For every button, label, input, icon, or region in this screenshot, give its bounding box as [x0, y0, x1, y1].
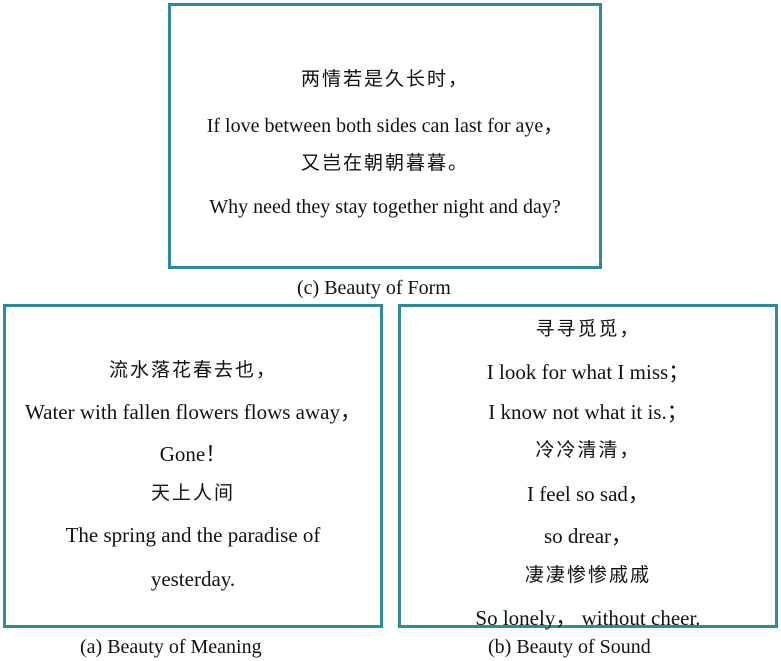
poem-line-english: Gone！ — [159, 442, 227, 466]
poem-line-english: Water with fallen flowers flows away， — [25, 400, 361, 424]
poem-line-chinese: 寻寻觅觅， — [535, 318, 641, 340]
poem-line-chinese: 流水落花春去也， — [108, 359, 277, 381]
poem-line-english: I feel so sad， — [527, 482, 649, 506]
caption-beauty-of-meaning: (a) Beauty of Meaning — [80, 636, 262, 658]
poem-line-english: so drear， — [543, 524, 633, 548]
poem-line-english: The spring and the paradise of — [65, 523, 321, 547]
caption-beauty-of-sound: (b) Beauty of Sound — [488, 636, 651, 658]
poem-line-english: I look for what I miss； — [486, 360, 690, 384]
poem-panel-sound: 寻寻觅觅， I look for what I miss； I know not… — [398, 304, 778, 630]
poem-line-english: So lonely， without cheer. — [475, 606, 701, 630]
poem-line-english: I know not what it is.； — [488, 400, 688, 424]
poem-panel-form: 两情若是久长时， If love between both sides can … — [168, 3, 602, 269]
poem-line-chinese: 凄凄惨惨戚戚 — [524, 564, 651, 586]
poem-line-english: If love between both sides can last for … — [206, 115, 564, 137]
poem-line-english: Why need they stay together night and da… — [209, 196, 561, 218]
poem-line-chinese: 天上人间 — [150, 482, 235, 504]
poem-panel-meaning: 流水落花春去也， Water with fallen flowers flows… — [3, 304, 383, 628]
poem-line-chinese: 冷冷清清， — [535, 439, 641, 461]
poem-line-english: yesterday. — [150, 567, 236, 591]
poem-line-chinese: 两情若是久长时， — [300, 68, 469, 90]
poem-line-chinese: 又岂在朝朝暮暮。 — [300, 152, 469, 174]
caption-beauty-of-form: (c) Beauty of Form — [297, 277, 451, 299]
